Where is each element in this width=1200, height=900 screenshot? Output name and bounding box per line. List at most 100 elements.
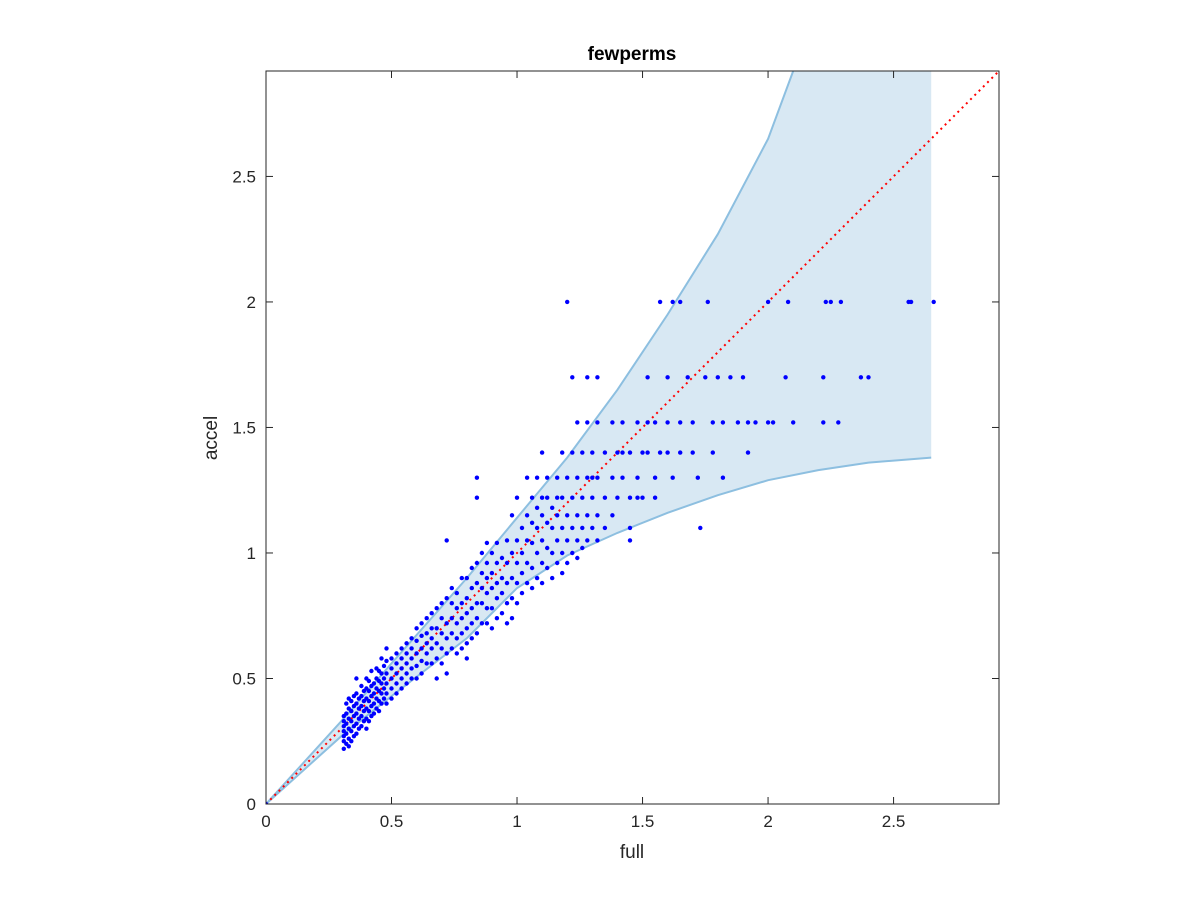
data-point (635, 495, 640, 500)
data-point (474, 616, 480, 621)
confidence-band-fill (266, 71, 932, 804)
y-axis-label: accel (201, 416, 222, 460)
data-point (449, 646, 454, 651)
data-point (783, 375, 788, 380)
data-point (434, 676, 439, 681)
data-point (409, 656, 414, 661)
data-point (414, 651, 419, 656)
data-point (585, 420, 590, 425)
data-point (670, 475, 675, 480)
x-tick-label: 0.5 (380, 812, 404, 831)
data-point (381, 663, 387, 669)
data-point (615, 495, 620, 500)
data-point (344, 701, 349, 706)
data-point (534, 550, 540, 556)
data-point (575, 513, 580, 518)
x-tick-label: 2.5 (882, 812, 906, 831)
data-point (499, 611, 505, 616)
data-point (349, 708, 354, 714)
data-point (346, 744, 351, 749)
data-point (379, 701, 384, 706)
data-point (459, 616, 464, 621)
data-point (454, 651, 459, 656)
y-tick-label: 0.5 (232, 669, 256, 688)
data-point (484, 560, 490, 566)
data-point (429, 626, 434, 631)
data-point (570, 375, 575, 380)
data-point (678, 420, 683, 425)
data-point (354, 711, 359, 716)
data-point (823, 299, 828, 305)
data-point (389, 686, 394, 691)
data-point (560, 550, 565, 556)
data-point (615, 450, 620, 455)
data-point (384, 658, 389, 664)
data-point (434, 641, 439, 646)
data-point (439, 661, 444, 666)
data-point (424, 641, 429, 646)
data-point (444, 636, 449, 641)
data-point (376, 708, 382, 714)
data-point (409, 636, 414, 641)
data-point (585, 513, 590, 518)
data-point (379, 656, 384, 661)
data-point (469, 621, 474, 626)
data-point (366, 719, 372, 724)
data-point (728, 375, 733, 380)
data-point (469, 636, 474, 641)
data-point (550, 525, 555, 531)
data-point (369, 668, 374, 674)
data-point (602, 525, 608, 531)
data-point (602, 495, 608, 500)
data-point (494, 580, 500, 586)
data-point (698, 525, 703, 531)
data-point (821, 375, 826, 380)
data-point (429, 646, 434, 651)
data-point (931, 299, 936, 305)
data-point (602, 450, 608, 455)
data-point (419, 621, 424, 626)
x-tick-label: 2 (763, 812, 772, 831)
data-point (539, 560, 545, 566)
data-point (627, 525, 633, 531)
data-point (627, 538, 633, 543)
data-point (371, 711, 377, 716)
data-point (479, 585, 485, 591)
data-point (753, 420, 758, 425)
data-point (484, 575, 490, 581)
data-point (720, 475, 726, 480)
data-point (529, 495, 535, 500)
data-point (459, 575, 464, 581)
data-point (444, 671, 449, 676)
data-point (404, 661, 409, 666)
data-point (389, 656, 394, 661)
data-point (469, 606, 474, 611)
data-point (354, 721, 359, 726)
data-point (459, 601, 464, 606)
data-point (394, 691, 399, 696)
data-point (419, 658, 424, 664)
data-point (627, 495, 633, 500)
data-point (610, 420, 615, 425)
data-point (555, 560, 560, 566)
data-point (509, 616, 515, 621)
data-point (409, 646, 414, 651)
data-point (560, 525, 565, 531)
data-point (409, 676, 414, 681)
data-point (620, 420, 625, 425)
data-point (381, 676, 387, 681)
data-point (529, 540, 535, 546)
data-point (504, 601, 510, 606)
y-tick-label: 2 (247, 293, 256, 312)
data-point (464, 575, 469, 581)
data-point (670, 299, 675, 305)
data-point (657, 299, 663, 305)
data-point (585, 375, 590, 380)
data-point (539, 450, 545, 455)
data-point (449, 585, 454, 591)
data-point (695, 475, 700, 480)
data-point (381, 696, 387, 701)
data-point (590, 450, 595, 455)
data-point (590, 495, 595, 500)
data-point (590, 475, 595, 480)
